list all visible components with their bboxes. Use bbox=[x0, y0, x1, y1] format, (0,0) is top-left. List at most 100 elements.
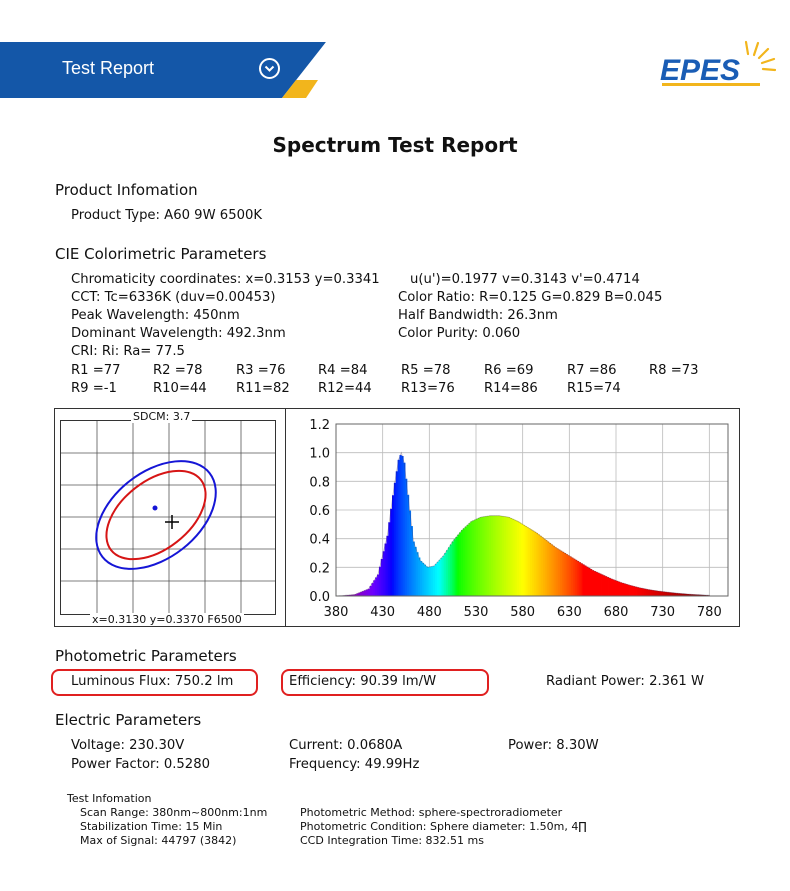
spectrum-chart: 380 430 480 530 580 630 680 730 780 0.0 0.2 0.4 0.6 0… bbox=[309, 418, 729, 620]
spectrum-bar bbox=[593, 571, 596, 596]
spectrum-bar bbox=[701, 594, 705, 596]
spectrum-bar bbox=[683, 593, 686, 596]
spectrum-bar bbox=[358, 592, 361, 596]
spectrum-bar bbox=[552, 545, 555, 596]
spectrum-bar bbox=[623, 583, 626, 596]
electric-heading: Electric Parameters bbox=[55, 711, 202, 729]
measured-point bbox=[152, 505, 158, 511]
spectrum-bar bbox=[474, 519, 477, 596]
uv-coordinates: u(u')=0.1977 v=0.3143 v'=0.4714 bbox=[410, 272, 640, 287]
spectrum-bar bbox=[614, 580, 617, 596]
spectrum-bar bbox=[427, 567, 430, 596]
spectrum-bar bbox=[541, 537, 544, 596]
spectrum-bar bbox=[595, 571, 598, 596]
spectrum-bar bbox=[528, 528, 531, 596]
spectrum-bar bbox=[616, 580, 619, 596]
spectrum-bar bbox=[455, 536, 458, 596]
spectrum-bar bbox=[658, 591, 662, 596]
spectrum-bar bbox=[537, 534, 540, 596]
spectrum-bar bbox=[360, 591, 363, 596]
spectrum-bar bbox=[630, 585, 634, 596]
sdcm-label: SDCM: 3.7 bbox=[131, 410, 193, 423]
spectrum-bar bbox=[408, 510, 412, 596]
spectrum-bar bbox=[670, 592, 673, 596]
y-tick-label: 0.2 bbox=[309, 561, 330, 576]
spectrum-bar bbox=[558, 549, 561, 596]
spectrum-bar bbox=[390, 508, 393, 596]
cri-value: R3 =76 bbox=[236, 363, 286, 378]
spectrum-bar bbox=[520, 523, 524, 596]
spectrum-bar bbox=[524, 526, 527, 596]
spectrum-bar bbox=[589, 569, 593, 596]
spectrum-bar bbox=[606, 577, 609, 596]
spectrum-bar bbox=[673, 592, 677, 596]
spectrum-bar bbox=[369, 585, 372, 596]
spectrum-bar bbox=[686, 594, 690, 596]
spectrum-bar bbox=[489, 515, 492, 596]
cri-value: R12=44 bbox=[318, 381, 372, 396]
dominant-wavelength: Dominant Wavelength: 492.3nm bbox=[71, 326, 286, 341]
spectrum-bar bbox=[423, 564, 426, 596]
spectrum-bar bbox=[662, 591, 665, 596]
spectrum-bar bbox=[354, 594, 357, 596]
spectrum-bar bbox=[632, 586, 636, 596]
spectrum-bar bbox=[392, 495, 395, 596]
chromaticity: Chromaticity coordinates: x=0.3153 y=0.3… bbox=[71, 272, 380, 287]
spectrum-bar bbox=[586, 566, 589, 596]
spectrum-bar bbox=[440, 557, 443, 596]
spectrum-bar bbox=[481, 516, 484, 596]
spectrum-bar bbox=[565, 554, 568, 596]
spectrum-bar bbox=[625, 584, 628, 596]
spectrum-bar bbox=[672, 592, 675, 596]
photometric-heading: Photometric Parameters bbox=[55, 647, 237, 665]
spectrum-bar bbox=[406, 494, 410, 596]
spectrum-bar bbox=[563, 553, 566, 596]
frequency: Frequency: 49.99Hz bbox=[289, 757, 420, 772]
spectrum-bar bbox=[634, 586, 637, 596]
spectrum-bar bbox=[479, 517, 482, 596]
spectrum-bar bbox=[685, 593, 688, 596]
spectrum-bar bbox=[490, 515, 494, 596]
spectrum-bar bbox=[629, 585, 632, 596]
x-tick-label: 730 bbox=[650, 605, 675, 620]
cri-value: R1 =77 bbox=[71, 363, 121, 378]
spectrum-bar bbox=[700, 594, 703, 596]
spectrum-bar bbox=[496, 515, 499, 596]
cri-value: R2 =78 bbox=[153, 363, 203, 378]
spectrum-bar bbox=[599, 573, 602, 596]
spectrum-bar bbox=[451, 541, 454, 596]
spectrum-bar bbox=[362, 591, 365, 596]
radiant-power: Radiant Power: 2.361 W bbox=[546, 674, 705, 689]
spectrum-bar bbox=[546, 541, 550, 596]
spectrum-bar bbox=[386, 535, 389, 596]
x-tick-label: 580 bbox=[510, 605, 535, 620]
spectrum-bar bbox=[580, 563, 583, 596]
spectrum-bar bbox=[433, 565, 436, 596]
x-tick-label: 780 bbox=[697, 605, 722, 620]
spectrum-bar bbox=[371, 583, 374, 596]
spectrum-bar bbox=[448, 547, 451, 596]
spectrum-bar bbox=[621, 582, 624, 596]
spectrum-bar bbox=[380, 559, 384, 596]
spectrum-bar bbox=[576, 561, 580, 596]
spectrum-bar bbox=[660, 591, 664, 596]
spectrum-bar bbox=[444, 553, 447, 596]
spectrum-bar bbox=[644, 588, 647, 596]
chevron-down-icon[interactable] bbox=[259, 58, 280, 79]
spectrum-bar bbox=[602, 575, 606, 596]
ccd-integration: CCD Integration Time: 832.51 ms bbox=[300, 834, 484, 847]
spectrum-bar bbox=[405, 478, 408, 596]
spectrum-bar bbox=[412, 541, 415, 596]
spectrum-bar bbox=[694, 594, 697, 596]
spectrum-bar bbox=[651, 590, 654, 596]
cri-value: R14=86 bbox=[484, 381, 538, 396]
sdcm-inner-ellipse bbox=[105, 469, 207, 561]
spectrum-bar bbox=[582, 564, 585, 596]
product-type: Product Type: A60 9W 6500K bbox=[71, 208, 263, 223]
peak-wavelength: Peak Wavelength: 450nm bbox=[71, 308, 240, 323]
spectrum-bar bbox=[382, 551, 385, 596]
cri-value: R11=82 bbox=[236, 381, 290, 396]
spectrum-bar bbox=[649, 589, 652, 596]
spectrum-bar bbox=[395, 471, 398, 596]
spectrum-bar bbox=[434, 563, 438, 596]
